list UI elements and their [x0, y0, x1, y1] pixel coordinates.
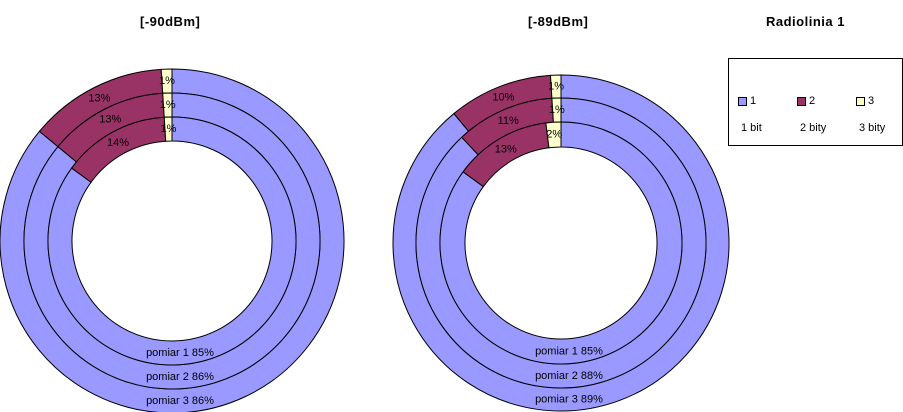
label-c2-pomiar3-cat1: pomiar 3 89%	[535, 393, 603, 405]
slice-c2-pomiar1-cat1	[439, 121, 683, 365]
legend-item-1: 1	[738, 95, 756, 107]
label-c1-pomiar1-cat2: 14%	[107, 137, 129, 149]
label-c2-pomiar3-cat2: 10%	[492, 91, 514, 103]
label-c1-pomiar2-cat2: 13%	[99, 114, 121, 126]
legend-key-3: 3	[868, 95, 875, 107]
legend-item-3: 3	[856, 95, 874, 107]
chart-title-left: [-90dBm]	[140, 14, 201, 29]
legend-desc-2: 2 bity	[800, 122, 827, 134]
label-c1-pomiar3-cat3: 1%	[159, 75, 175, 87]
label-c2-pomiar1-cat2: 13%	[495, 144, 517, 156]
legend-title: Radiolinia 1	[766, 14, 845, 29]
label-c1-pomiar2-cat3: 1%	[160, 99, 176, 111]
label-c1-pomiar2-cat1: pomiar 2 86%	[146, 371, 214, 383]
label-c1-pomiar1-cat3: 1%	[161, 123, 177, 135]
legend-desc-3: 3 bity	[859, 122, 886, 134]
label-c1-pomiar3-cat2: 13%	[88, 92, 110, 104]
slice-c1-pomiar1-cat1	[47, 116, 297, 366]
label-c1-pomiar3-cat1: pomiar 3 86%	[146, 395, 214, 407]
legend-swatch-3	[856, 96, 865, 106]
label-c2-pomiar2-cat2: 11%	[498, 115, 519, 127]
slice-c2-pomiar1-cat3	[545, 121, 562, 149]
legend-desc-1: 1 bit	[741, 122, 762, 134]
legend-swatch-2	[797, 96, 806, 106]
legend-key-1: 1	[750, 95, 757, 107]
legend: 1 2 3 1 bit 2 bity 3 bity	[728, 58, 903, 146]
label-c1-pomiar1-cat1: pomiar 1 85%	[146, 347, 214, 359]
legend-swatch-1	[738, 96, 747, 106]
label-c2-pomiar2-cat1: pomiar 2 88%	[535, 370, 603, 382]
label-c2-pomiar1-cat3: 2%	[546, 129, 562, 141]
legend-item-2: 2	[797, 95, 815, 107]
legend-key-2: 2	[809, 95, 816, 107]
label-c2-pomiar1-cat1: pomiar 1 85%	[535, 345, 603, 357]
label-c2-pomiar2-cat3: 1%	[549, 104, 565, 116]
label-c2-pomiar3-cat3: 1%	[548, 80, 564, 92]
chart-title-right: [-89dBm]	[528, 14, 589, 29]
slice-c1-pomiar1-cat3	[163, 116, 173, 142]
